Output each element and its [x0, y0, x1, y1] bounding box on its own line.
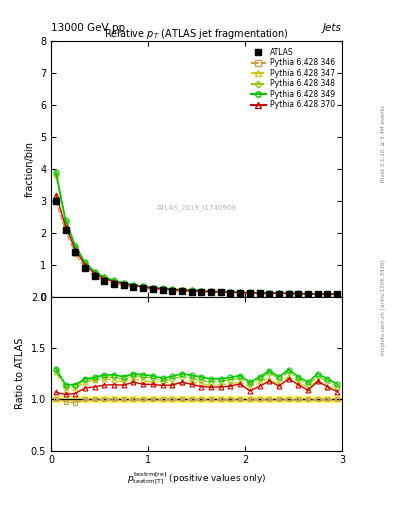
X-axis label: $p_{\mathrm{textrm[T]}}^{\mathrm{textrm[re]}}$ (positive values only): $p_{\mathrm{textrm[T]}}^{\mathrm{textrm[…	[127, 471, 266, 487]
Title: Relative $p_T$ (ATLAS jet fragmentation): Relative $p_T$ (ATLAS jet fragmentation)	[104, 27, 289, 41]
Text: 13000 GeV pp: 13000 GeV pp	[51, 23, 125, 33]
Bar	[51, 399, 342, 400]
Y-axis label: fraction/bin: fraction/bin	[24, 141, 35, 197]
Text: Rivet 3.1.10, ≥ 3.4M events: Rivet 3.1.10, ≥ 3.4M events	[381, 105, 386, 182]
Text: ATLAS_2019_I1740909: ATLAS_2019_I1740909	[156, 204, 237, 211]
Bar	[51, 396, 342, 402]
Y-axis label: Ratio to ATLAS: Ratio to ATLAS	[15, 338, 25, 410]
Legend: ATLAS, Pythia 6.428 346, Pythia 6.428 347, Pythia 6.428 348, Pythia 6.428 349, P: ATLAS, Pythia 6.428 346, Pythia 6.428 34…	[248, 45, 338, 113]
Text: mcplots.cern.ch [arXiv:1306.3436]: mcplots.cern.ch [arXiv:1306.3436]	[381, 260, 386, 355]
Text: Jets: Jets	[323, 23, 342, 33]
